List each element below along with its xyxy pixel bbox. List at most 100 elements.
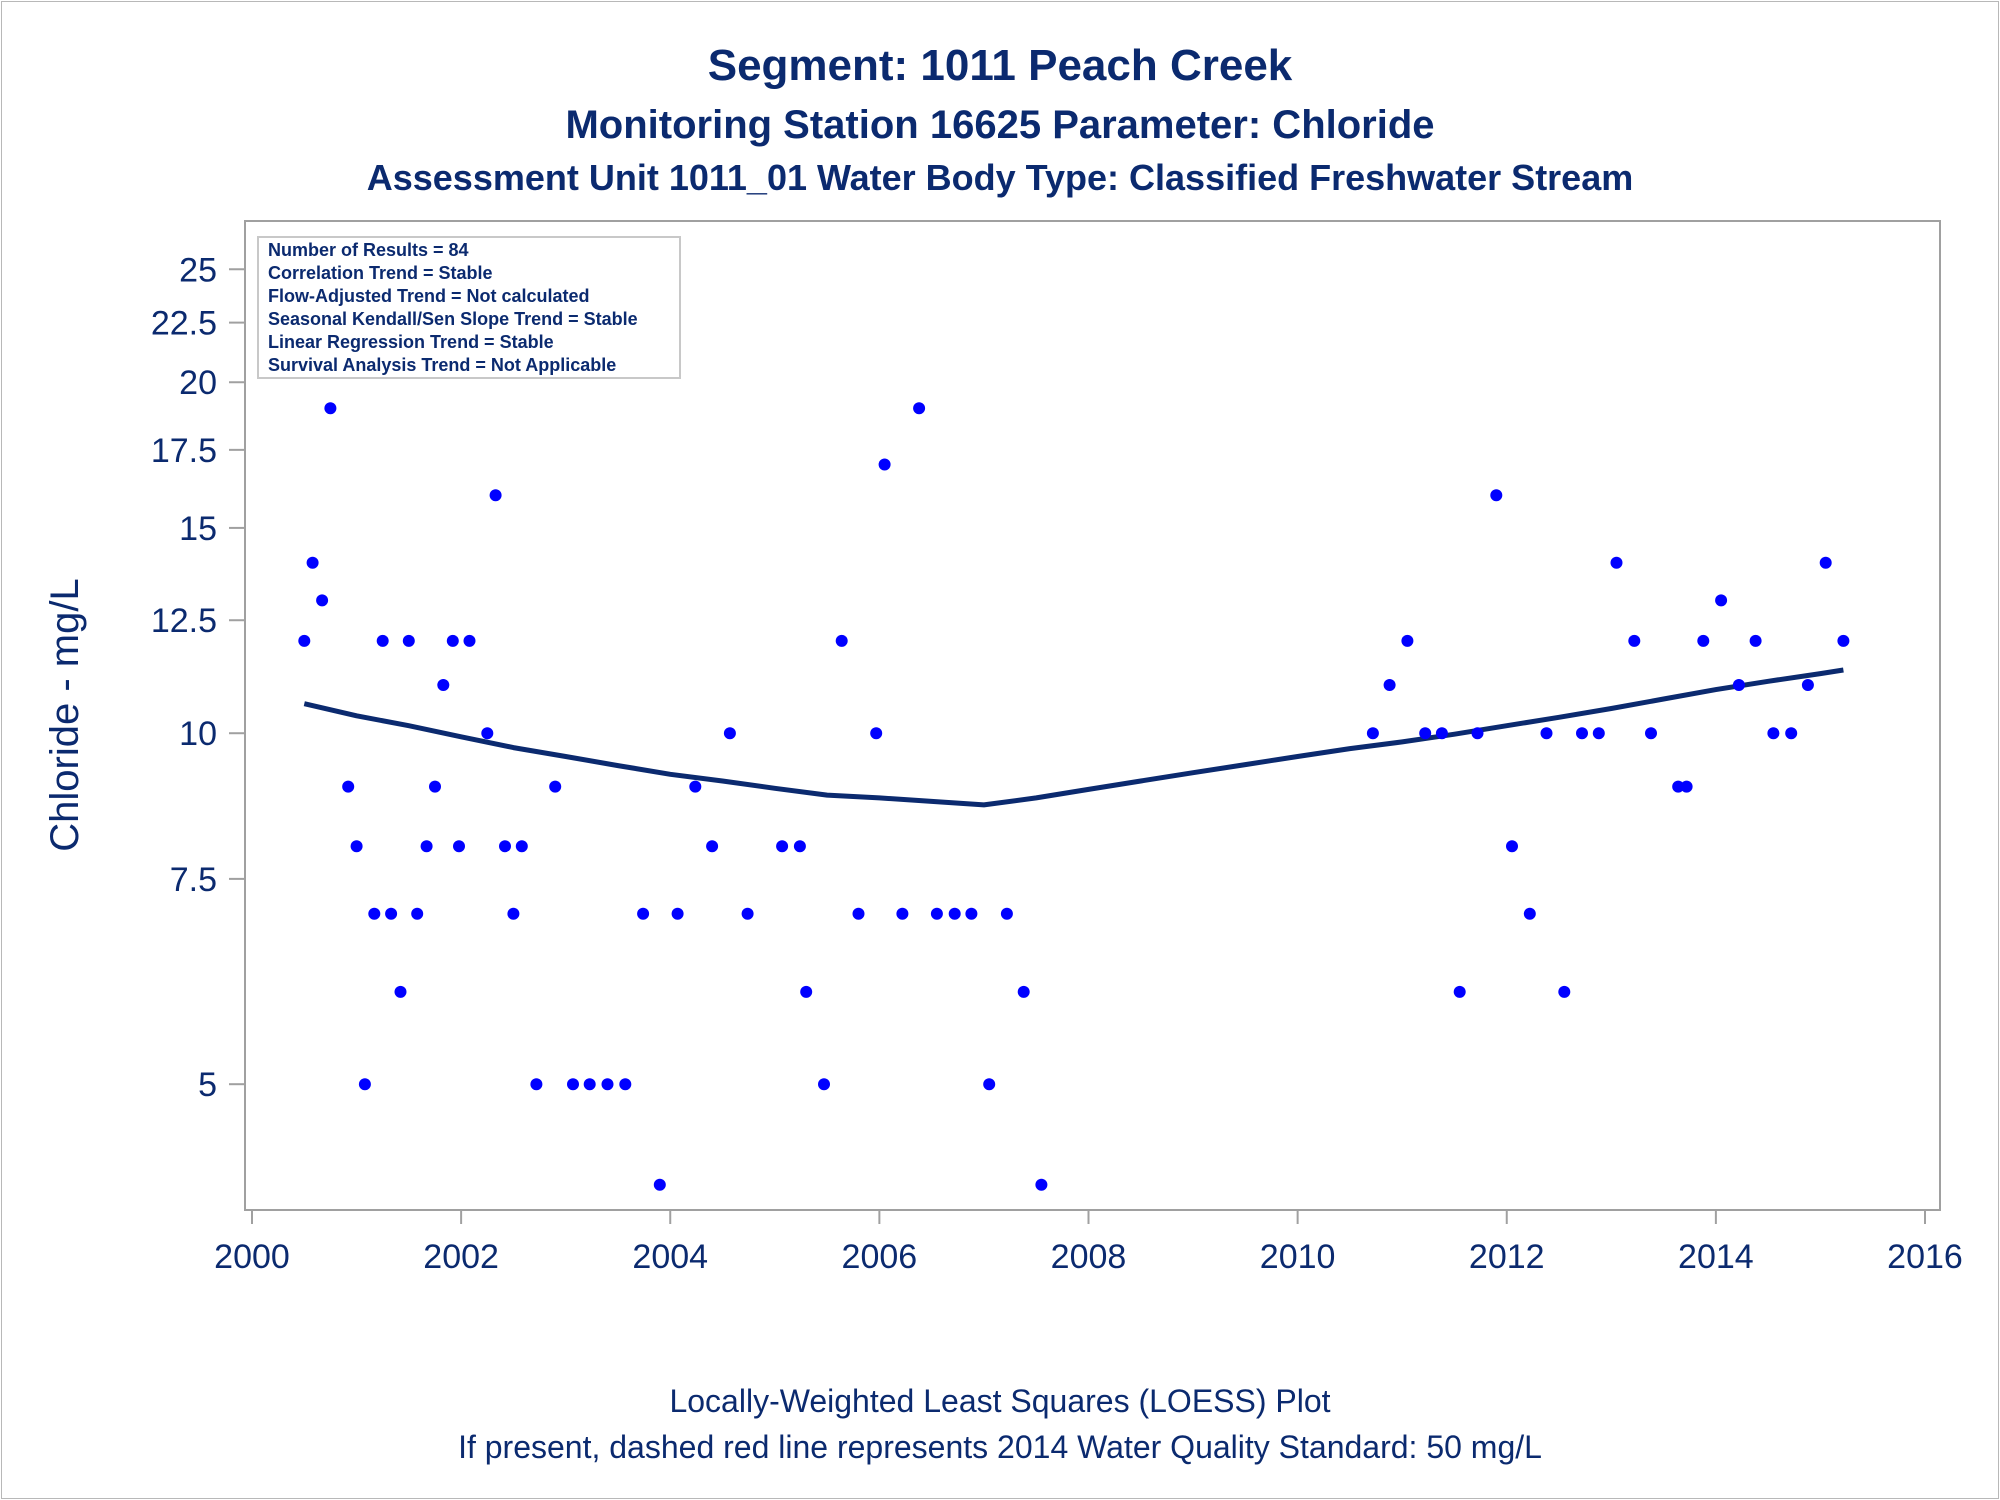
data-point	[1540, 727, 1553, 740]
x-tick-label: 2006	[842, 1238, 918, 1276]
data-point	[1801, 679, 1814, 691]
data-point	[835, 634, 848, 647]
data-point	[653, 1178, 666, 1191]
data-point	[965, 907, 978, 920]
stats-line-linear-regression: Linear Regression Trend = Stable	[268, 332, 554, 352]
data-point	[1017, 985, 1030, 998]
data-point	[1819, 556, 1832, 569]
chart-subtitle-2: Assessment Unit 1011_01 Water Body Type:…	[367, 157, 1634, 198]
data-point	[741, 907, 754, 920]
y-tick-label: 20	[179, 364, 217, 402]
data-point	[446, 634, 459, 647]
stats-line-seasonal-kendall: Seasonal Kendall/Sen Slope Trend = Stabl…	[268, 309, 638, 329]
x-tick-label: 2002	[423, 1238, 499, 1276]
data-point	[1035, 1178, 1048, 1191]
data-point	[453, 840, 465, 853]
x-axis: 2000 2002 2004 2006 2008 2010 2012 2014 2016	[214, 1210, 1963, 1276]
data-point	[1672, 780, 1685, 793]
y-tick-label: 15	[179, 510, 217, 548]
data-point	[515, 840, 528, 853]
data-point	[1490, 489, 1503, 502]
y-tick-label: 12.5	[151, 602, 217, 640]
x-tick-label: 2016	[1887, 1238, 1963, 1276]
data-point	[316, 594, 329, 607]
x-tick-label: 2008	[1051, 1238, 1127, 1276]
data-point	[1715, 594, 1728, 607]
data-point	[385, 907, 398, 920]
data-point	[324, 402, 337, 415]
data-point	[402, 634, 415, 647]
y-tick-label: 17.5	[151, 432, 217, 470]
data-point	[499, 840, 511, 853]
y-tick-label: 25	[179, 251, 217, 289]
y-tick-label: 7.5	[170, 861, 217, 899]
x-tick-label: 2012	[1469, 1238, 1545, 1276]
data-point	[800, 985, 813, 998]
data-point	[601, 1078, 614, 1091]
y-axis: 5 7.5 10 12.5 15 17.5 20 22.5 25	[151, 251, 245, 1104]
data-point	[1506, 840, 1518, 853]
data-point	[913, 402, 926, 415]
data-point	[1645, 727, 1657, 740]
data-point	[481, 727, 494, 740]
y-axis-label: Chloride - mg/L	[43, 578, 87, 851]
data-point	[776, 840, 789, 853]
data-point	[637, 907, 650, 920]
data-point	[671, 907, 684, 920]
data-point	[1366, 727, 1379, 740]
data-point	[306, 556, 319, 569]
data-point	[896, 907, 909, 920]
data-point	[1837, 634, 1850, 647]
data-point	[429, 780, 441, 793]
data-point	[1401, 634, 1414, 647]
data-point	[420, 840, 433, 853]
data-point	[930, 907, 943, 920]
data-point	[818, 1078, 830, 1091]
x-tick-label: 2014	[1678, 1238, 1754, 1276]
data-point	[1576, 727, 1588, 740]
x-tick-label: 2004	[632, 1238, 708, 1276]
data-point	[1435, 727, 1448, 740]
data-point	[1419, 727, 1432, 740]
data-point	[411, 907, 424, 920]
data-point	[1558, 985, 1571, 998]
data-point	[1000, 907, 1013, 920]
data-point	[1749, 634, 1762, 647]
data-point	[1383, 679, 1396, 691]
data-points	[298, 243, 1850, 1191]
data-point	[870, 727, 883, 740]
data-point	[549, 780, 562, 793]
plot-area	[244, 220, 1941, 1211]
data-point	[437, 679, 450, 691]
data-point	[567, 1078, 579, 1091]
loess-trend-line	[303, 667, 1844, 808]
data-point	[1697, 634, 1710, 647]
data-point	[394, 985, 407, 998]
loess-layer	[303, 667, 1844, 808]
data-point	[1785, 727, 1798, 740]
data-point	[706, 840, 719, 853]
x-tick-label: 2000	[214, 1238, 290, 1276]
data-point	[530, 1078, 543, 1091]
data-point	[852, 907, 865, 920]
data-point	[1680, 780, 1693, 793]
data-point	[376, 634, 389, 647]
data-point	[342, 780, 355, 793]
data-point	[1523, 907, 1536, 920]
data-point	[619, 1078, 632, 1091]
chart-title: Segment: 1011 Peach Creek	[708, 41, 1293, 90]
stats-box	[257, 236, 681, 379]
data-point	[689, 780, 702, 793]
data-point	[983, 1078, 996, 1091]
data-point	[583, 1078, 596, 1091]
footnote-loess: Locally-Weighted Least Squares (LOESS) P…	[669, 1383, 1330, 1419]
data-point	[878, 458, 891, 471]
x-tick-label: 2010	[1260, 1238, 1336, 1276]
data-point	[1767, 727, 1780, 740]
data-point	[463, 634, 476, 647]
data-point	[350, 840, 363, 853]
stats-line-results: Number of Results = 84	[268, 240, 469, 260]
y-tick-label: 22.5	[151, 305, 217, 343]
